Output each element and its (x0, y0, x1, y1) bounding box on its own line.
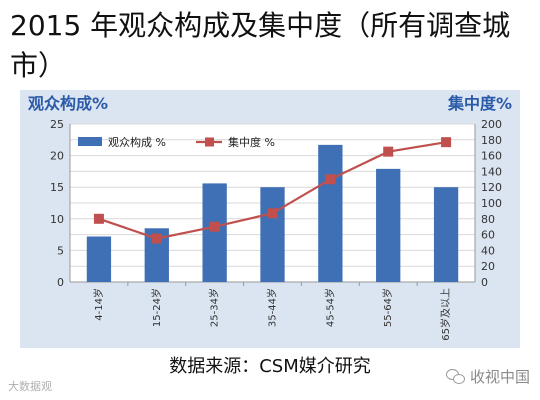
watermark-right-label: 收视中国 (469, 368, 530, 386)
source-caption: 数据来源：CSM媒介研究 (169, 356, 371, 377)
page-title: 2015 年观众构成及集中度（所有调查城市） (10, 9, 511, 82)
left-tick-label: 20 (50, 150, 64, 163)
line-point (441, 137, 452, 148)
right-tick-label: 0 (481, 276, 488, 289)
bar (260, 187, 285, 282)
watermark-right: 收视中国 (445, 366, 530, 387)
bar (376, 168, 401, 282)
x-tick-label: 55-64岁 (381, 288, 394, 327)
line-point (151, 233, 162, 244)
wechat-icon (445, 368, 466, 385)
x-tick-label: 25-34岁 (208, 288, 221, 327)
x-tick-label: 4-14岁 (92, 288, 105, 321)
right-tick-label: 100 (481, 197, 502, 210)
right-tick-label: 180 (481, 134, 502, 147)
right-tick-label: 160 (481, 150, 502, 163)
right-tick-label: 20 (481, 260, 495, 273)
left-tick-label: 15 (50, 181, 64, 194)
line-point (325, 174, 336, 185)
bar (202, 183, 227, 282)
x-tick-label: 35-44岁 (266, 288, 279, 327)
legend-line-label: 集中度 % (228, 135, 275, 149)
bar (86, 236, 112, 282)
left-axis-title: 观众构成% (28, 94, 109, 113)
bar (318, 144, 343, 282)
left-tick-label: 10 (50, 213, 64, 226)
right-tick-label: 200 (481, 118, 502, 131)
right-tick-label: 120 (481, 181, 502, 194)
x-tick-label: 65岁及以上 (439, 288, 452, 341)
legend-line-marker (205, 137, 214, 147)
combo-chart: 0 5 10 15 20 25 0 20 40 60 80 100 120 140 160 180 200 4-1… (50, 118, 502, 341)
line-point (93, 213, 104, 224)
right-tick-label: 80 (481, 213, 495, 226)
right-tick-label: 40 (481, 244, 495, 257)
right-tick-label: 60 (481, 229, 495, 242)
legend-bar-label: 观众构成 % (108, 135, 166, 149)
x-tick-label: 15-24岁 (150, 288, 163, 327)
left-tick-label: 5 (57, 244, 64, 257)
right-axis-title: 集中度% (447, 94, 512, 113)
right-tick-label: 140 (481, 165, 502, 178)
legend-bar-swatch (78, 137, 102, 146)
line-point (209, 221, 220, 232)
line-point (267, 208, 278, 219)
bar (433, 187, 459, 282)
left-tick-label: 0 (57, 276, 64, 289)
chart-panel: 0 5 10 15 20 25 0 20 40 60 80 100 120 140 160 180 200 4-1… (20, 90, 520, 348)
line-point (383, 146, 394, 157)
x-tick-label: 45-54岁 (323, 288, 336, 327)
watermark-left: 大数据观 (8, 380, 52, 393)
left-tick-label: 25 (50, 118, 64, 131)
